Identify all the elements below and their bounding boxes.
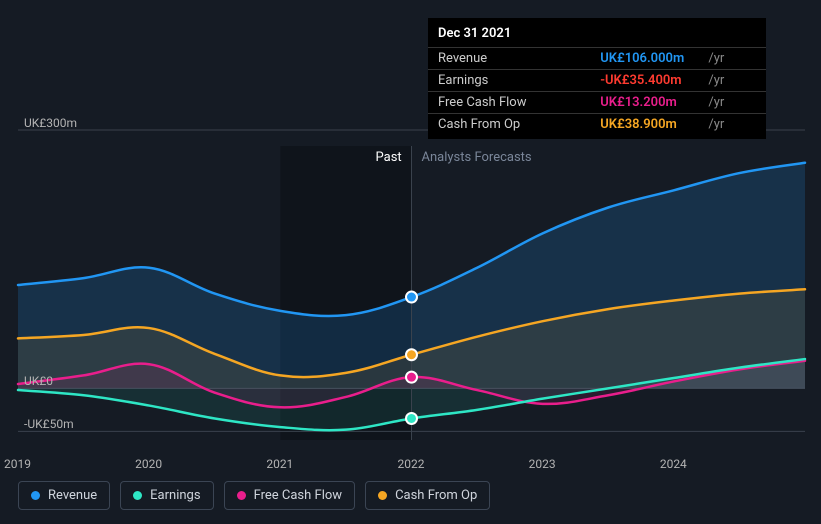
- x-axis-label: 2019: [4, 457, 31, 471]
- marker-earnings: [406, 413, 417, 424]
- tooltip-metric-label: Free Cash Flow: [428, 92, 590, 114]
- x-axis-label: 2020: [135, 457, 162, 471]
- chart-legend: Revenue Earnings Free Cash Flow Cash From O…: [18, 481, 490, 510]
- tooltip-metric-unit: /yr: [698, 92, 766, 114]
- legend-item-free_cash_flow[interactable]: Free Cash Flow: [224, 481, 355, 510]
- legend-dot-icon: [31, 491, 40, 500]
- tooltip-row: Cash From OpUK£38.900m/yr: [428, 114, 766, 136]
- tooltip-metric-unit: /yr: [698, 114, 766, 136]
- legend-dot-icon: [237, 491, 246, 500]
- legend-item-label: Cash From Op: [395, 488, 477, 503]
- y-axis-label: UK£300m: [24, 116, 77, 130]
- tooltip-metric-value: UK£13.200m: [590, 92, 698, 114]
- legend-item-earnings[interactable]: Earnings: [120, 481, 213, 510]
- tooltip-metric-unit: /yr: [698, 48, 766, 70]
- legend-dot-icon: [133, 491, 142, 500]
- legend-item-label: Revenue: [48, 488, 97, 503]
- tooltip-metric-label: Cash From Op: [428, 114, 590, 136]
- marker-free_cash_flow: [406, 372, 417, 383]
- y-axis-label: -UK£50m: [24, 417, 74, 431]
- forecast-label: Analysts Forecasts: [422, 150, 532, 165]
- past-label: Past: [376, 150, 402, 165]
- financial-forecast-chart: Dec 31 2021 RevenueUK£106.000m/yrEarning…: [0, 0, 821, 524]
- tooltip-date: Dec 31 2021: [428, 26, 766, 47]
- tooltip-metric-value: UK£38.900m: [590, 114, 698, 136]
- legend-item-label: Earnings: [150, 488, 200, 503]
- y-axis-label: UK£0: [24, 374, 53, 388]
- marker-revenue: [406, 292, 417, 303]
- x-axis-label: 2024: [660, 457, 687, 471]
- legend-item-label: Free Cash Flow: [254, 488, 342, 503]
- tooltip-row: Free Cash FlowUK£13.200m/yr: [428, 92, 766, 114]
- x-axis-label: 2021: [266, 457, 293, 471]
- legend-dot-icon: [378, 491, 387, 500]
- tooltip-table: RevenueUK£106.000m/yrEarnings-UK£35.400m…: [428, 47, 766, 135]
- tooltip-metric-label: Earnings: [428, 70, 590, 92]
- tooltip-row: Earnings-UK£35.400m/yr: [428, 70, 766, 92]
- tooltip-metric-value: -UK£35.400m: [590, 70, 698, 92]
- x-axis-label: 2023: [529, 457, 556, 471]
- chart-tooltip: Dec 31 2021 RevenueUK£106.000m/yrEarning…: [428, 18, 766, 139]
- marker-cash_from_op: [406, 349, 417, 360]
- tooltip-metric-value: UK£106.000m: [590, 48, 698, 70]
- tooltip-row: RevenueUK£106.000m/yr: [428, 48, 766, 70]
- tooltip-metric-label: Revenue: [428, 48, 590, 70]
- x-axis-label: 2022: [398, 457, 425, 471]
- tooltip-metric-unit: /yr: [698, 70, 766, 92]
- legend-item-cash_from_op[interactable]: Cash From Op: [365, 481, 490, 510]
- legend-item-revenue[interactable]: Revenue: [18, 481, 110, 510]
